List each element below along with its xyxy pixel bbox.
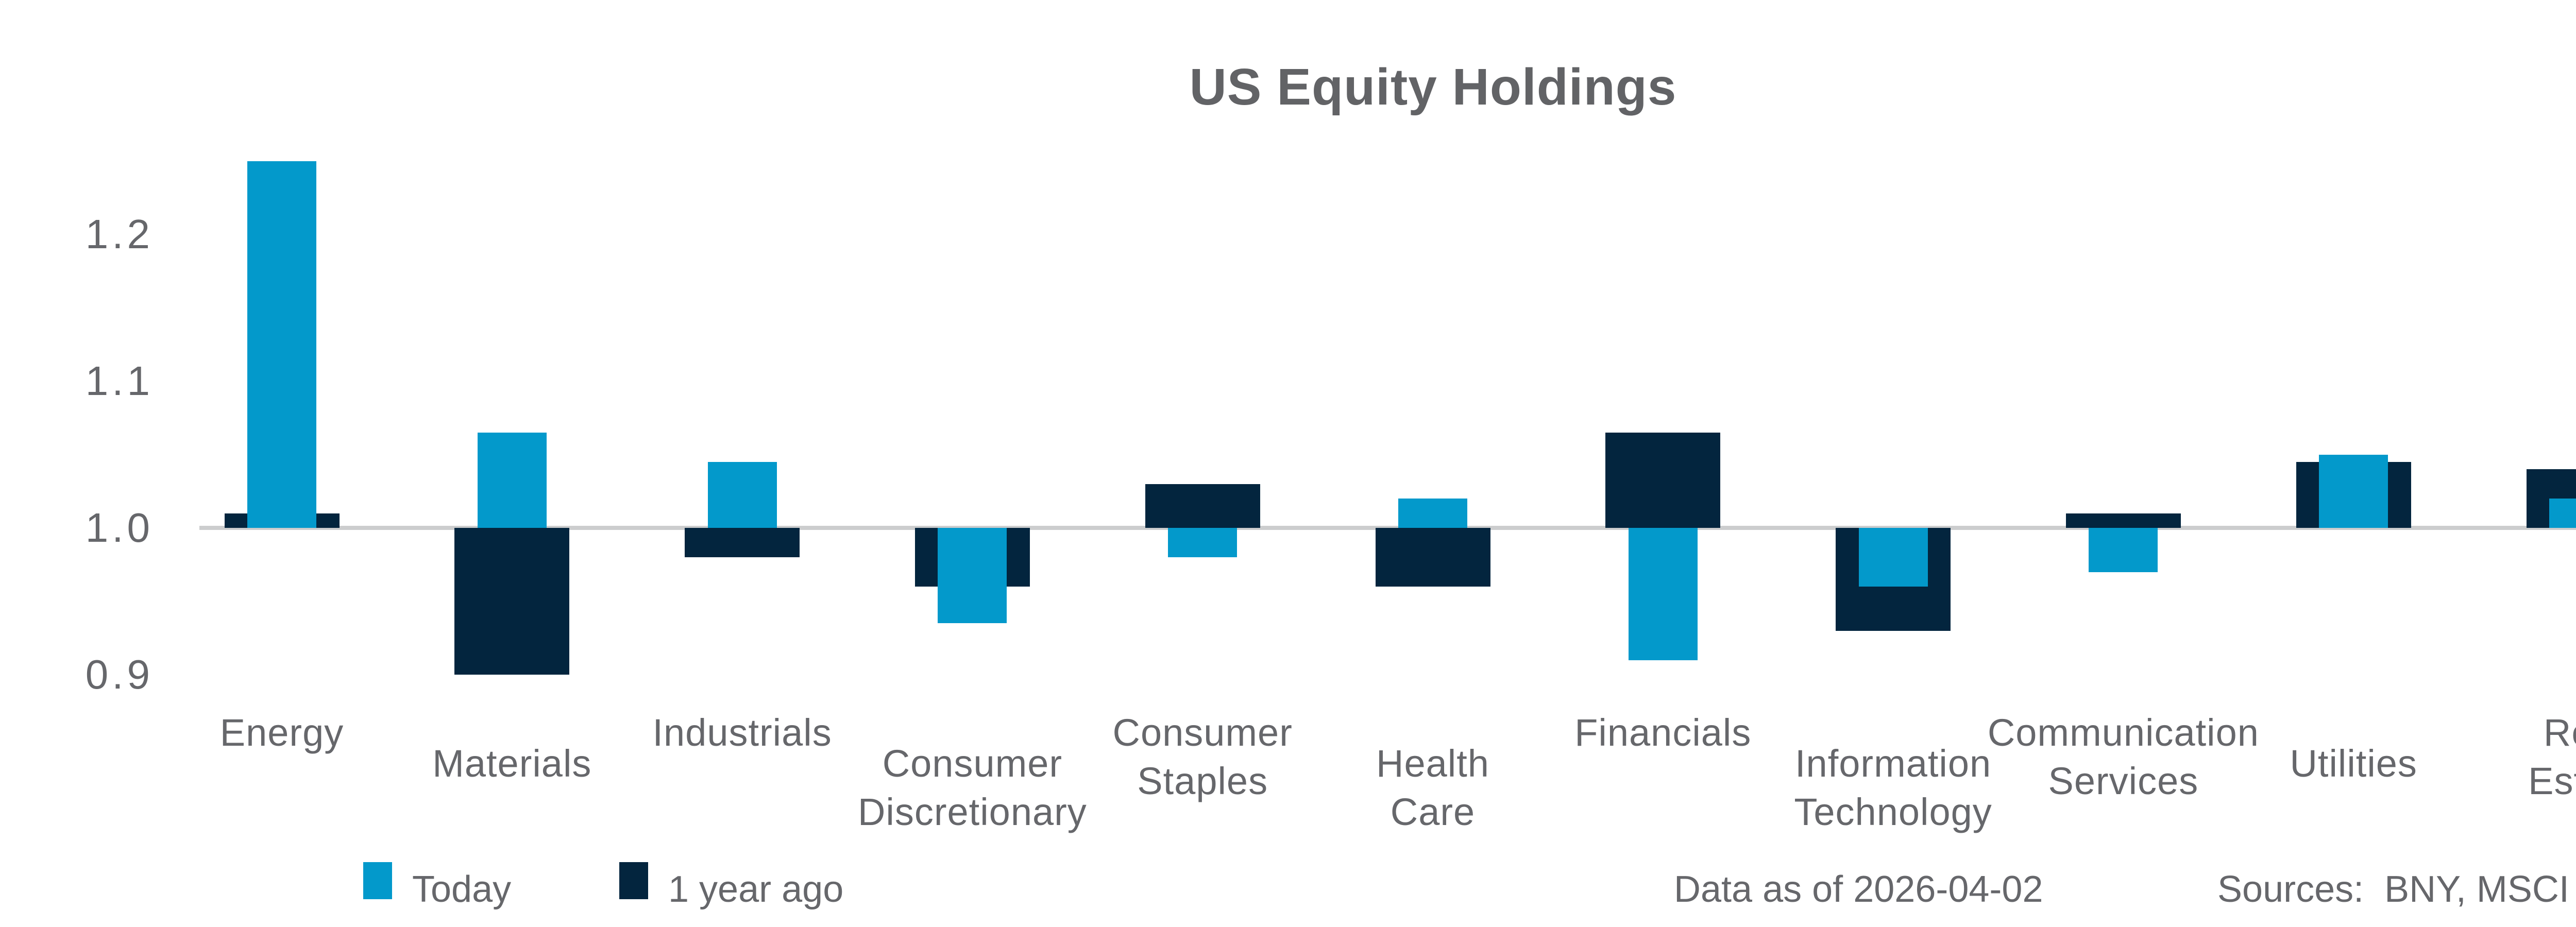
bar-today-materials <box>477 432 547 528</box>
x-category-label-health-care: Health Care <box>1289 740 1577 836</box>
x-category-label-line: Estate <box>2528 760 2576 802</box>
x-category-label-line: Energy <box>219 711 344 754</box>
x-category-label-line: Consumer <box>1112 711 1293 754</box>
data-as-of-note: Data as of 2026-04-02 <box>1674 869 2043 910</box>
x-category-label-industrials: Industrials <box>598 709 887 757</box>
x-category-label-consumer-staples: Consumer Staples <box>1058 709 1347 805</box>
legend-label-1-year-ago: 1 year ago <box>668 869 844 910</box>
x-category-label-real-estate: Real Estate <box>2439 709 2576 805</box>
x-category-label-line: Utilities <box>2290 742 2417 785</box>
x-category-label-line: Care <box>1390 791 1476 833</box>
x-category-label-line: Staples <box>1137 760 1268 802</box>
bar-1-year-ago-materials <box>454 528 570 675</box>
bar-1-year-ago-financials <box>1605 432 1721 528</box>
legend-swatch-today <box>363 862 392 899</box>
x-category-label-line: Industrials <box>652 711 832 754</box>
x-category-label-line: Information <box>1795 742 1992 785</box>
x-category-label-line: Technology <box>1794 791 1992 833</box>
y-tick-label-1.1: 1.1 <box>85 358 154 404</box>
x-category-label-line: Services <box>2048 760 2199 802</box>
x-category-label-line: Discretionary <box>857 791 1087 833</box>
y-tick-label-1.0: 1.0 <box>85 505 154 551</box>
bar-today-consumer-discretionary <box>938 528 1007 624</box>
sources-note: Sources: BNY, MSCI <box>2217 869 2569 910</box>
x-category-label-line: Consumer <box>882 742 1063 785</box>
bar-today-financials <box>1628 528 1698 660</box>
x-category-label-line: Materials <box>432 742 592 785</box>
bar-today-energy <box>247 161 316 528</box>
x-category-label-materials: Materials <box>368 740 656 788</box>
x-category-label-consumer-discretionary: Consumer Discretionary <box>828 740 1116 836</box>
legend-label-today: Today <box>412 869 512 910</box>
x-category-label-line: Health <box>1376 742 1489 785</box>
bar-today-health-care <box>1398 499 1467 528</box>
x-category-label-energy: Energy <box>138 709 426 757</box>
bar-1-year-ago-communication-services <box>2065 513 2181 528</box>
y-tick-label-0.9: 0.9 <box>85 651 154 697</box>
x-category-label-communication-services: Communication Services <box>1979 709 2267 805</box>
x-category-label-line: Financials <box>1574 711 1752 754</box>
x-category-label-utilities: Utilities <box>2209 740 2498 788</box>
bar-today-consumer-staples <box>1168 528 1238 557</box>
bar-today-utilities <box>2319 454 2388 528</box>
x-category-label-financials: Financials <box>1519 709 1807 757</box>
x-category-label-line: Real <box>2543 711 2576 754</box>
y-tick-label-1.2: 1.2 <box>85 211 154 257</box>
chart-title: US Equity Holdings <box>1189 58 1677 116</box>
bar-today-communication-services <box>2089 528 2158 572</box>
legend-swatch-1-year-ago <box>619 862 648 899</box>
bar-today-information-technology <box>1858 528 1928 587</box>
x-category-label-line: Communication <box>1987 711 2259 754</box>
bar-today-real-estate <box>2549 499 2576 528</box>
bar-today-industrials <box>707 461 777 528</box>
bar-1-year-ago-health-care <box>1375 528 1490 587</box>
bar-1-year-ago-industrials <box>685 528 800 557</box>
bar-1-year-ago-consumer-staples <box>1145 484 1260 528</box>
x-category-label-information-technology: Information Technology <box>1749 740 2038 836</box>
